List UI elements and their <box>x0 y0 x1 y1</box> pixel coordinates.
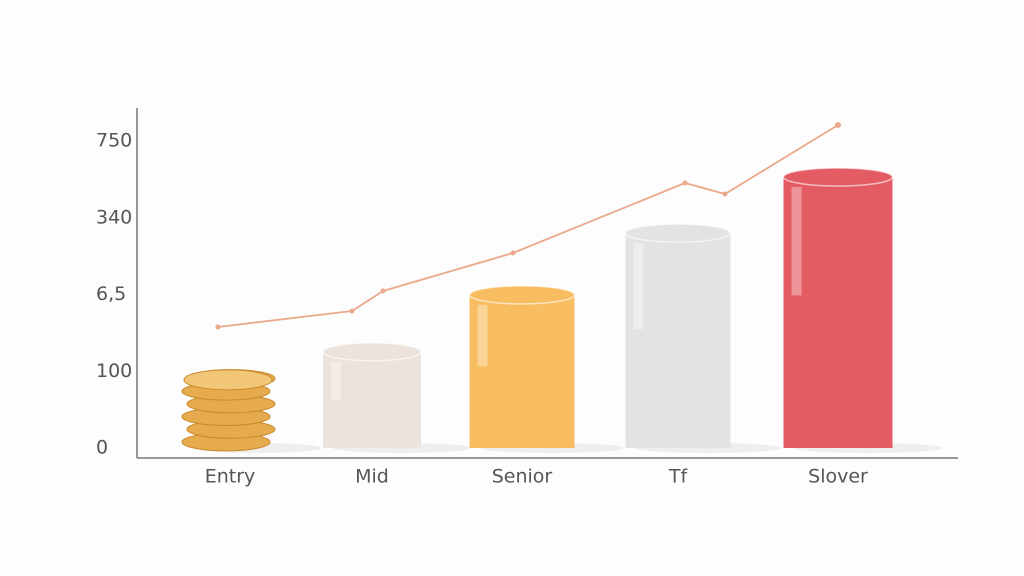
bar-body <box>783 177 893 448</box>
bar-body <box>469 294 575 448</box>
y-axis-label: 340 <box>96 206 132 228</box>
bar <box>782 167 943 453</box>
bar-highlight <box>633 243 644 330</box>
bar-top <box>624 223 732 243</box>
coin-stack <box>181 369 322 453</box>
trend-dots <box>215 122 841 330</box>
bar-top <box>782 167 894 187</box>
coin-top <box>183 369 273 391</box>
bar-body <box>625 233 731 448</box>
bar-highlight <box>331 361 341 401</box>
bar-body <box>323 351 421 448</box>
y-axis-label: 0 <box>96 437 108 459</box>
bar-top <box>468 285 576 305</box>
y-axis-label: 100 <box>96 360 132 382</box>
x-tick-label: Senior <box>492 466 553 488</box>
bar <box>624 223 781 453</box>
x-tick-label: Mid <box>355 466 389 488</box>
bar-top <box>322 342 422 362</box>
x-tick-label: Slover <box>808 466 868 488</box>
x-tick-label: Tf <box>668 466 689 488</box>
y-axis-label: 6,5 <box>96 283 126 305</box>
bar-highlight <box>477 304 488 367</box>
bar-highlight <box>791 187 802 296</box>
bar <box>322 342 471 453</box>
y-axis-label: 750 <box>96 130 132 152</box>
x-tick-label: Entry <box>205 466 256 488</box>
bar <box>468 285 625 453</box>
